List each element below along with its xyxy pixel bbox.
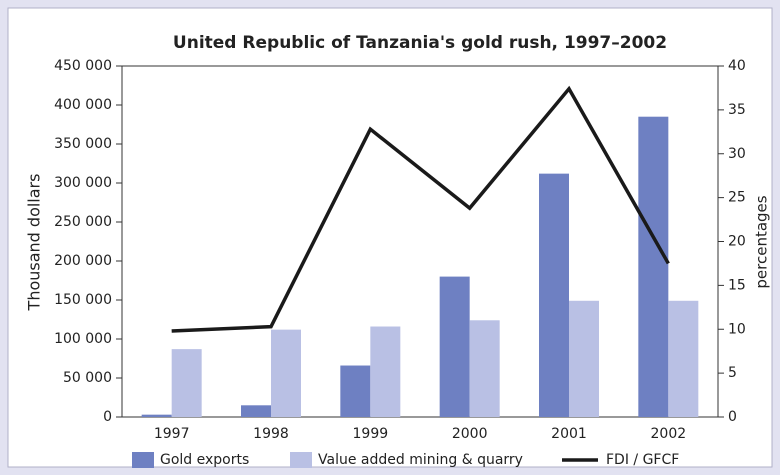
line [171, 85, 670, 333]
bar [539, 173, 569, 417]
y-tick-label: 100 000 [54, 331, 112, 347]
y2-tick-label: 30 [728, 146, 746, 162]
legend-label: Gold exports [160, 452, 249, 468]
y2-tick-label: 25 [728, 190, 746, 206]
y2-tick-label: 40 [728, 58, 746, 74]
chart-title: United Republic of Tanzania's gold rush,… [173, 33, 667, 53]
y2-axis-label: percentages [753, 195, 771, 288]
bar [439, 276, 470, 417]
y2-tick-label: 10 [728, 321, 746, 337]
y-tick-label: 0 [103, 409, 112, 425]
y2-tick-label: 0 [728, 409, 737, 425]
y2-tick-label: 15 [728, 277, 746, 293]
x-tick-label: 1997 [154, 426, 190, 442]
legend-swatch [290, 452, 312, 468]
y-tick-label: 300 000 [54, 175, 112, 191]
bar [340, 365, 371, 417]
y2-tick-label: 35 [728, 102, 746, 118]
legend-swatch [132, 452, 154, 468]
legend-label: Value added mining & quarry [318, 452, 523, 468]
bar [370, 326, 401, 417]
x-tick-label: 2002 [651, 426, 687, 442]
bar [638, 116, 669, 417]
x-tick-label: 2001 [551, 426, 587, 442]
bar [569, 300, 599, 417]
y-tick-label: 50 000 [63, 370, 112, 386]
bar [171, 349, 202, 417]
y-tick-label: 250 000 [54, 214, 112, 230]
y-tick-label: 450 000 [54, 58, 112, 74]
bar [271, 329, 301, 417]
bar [668, 300, 699, 417]
y-tick-label: 400 000 [54, 97, 112, 113]
bar [141, 414, 172, 417]
y-tick-label: 150 000 [54, 292, 112, 308]
y-tick-label: 200 000 [54, 253, 112, 269]
legend-label: FDI / GFCF [606, 452, 679, 468]
x-tick-label: 2000 [452, 426, 488, 442]
bar [241, 405, 271, 417]
bar [469, 320, 500, 417]
y-axis-label: Thousand dollars [25, 174, 44, 312]
x-tick-label: 1998 [253, 426, 289, 442]
y2-tick-label: 20 [728, 234, 746, 250]
y2-tick-label: 5 [728, 365, 737, 381]
x-tick-label: 1999 [353, 426, 389, 442]
y-tick-label: 350 000 [54, 136, 112, 152]
